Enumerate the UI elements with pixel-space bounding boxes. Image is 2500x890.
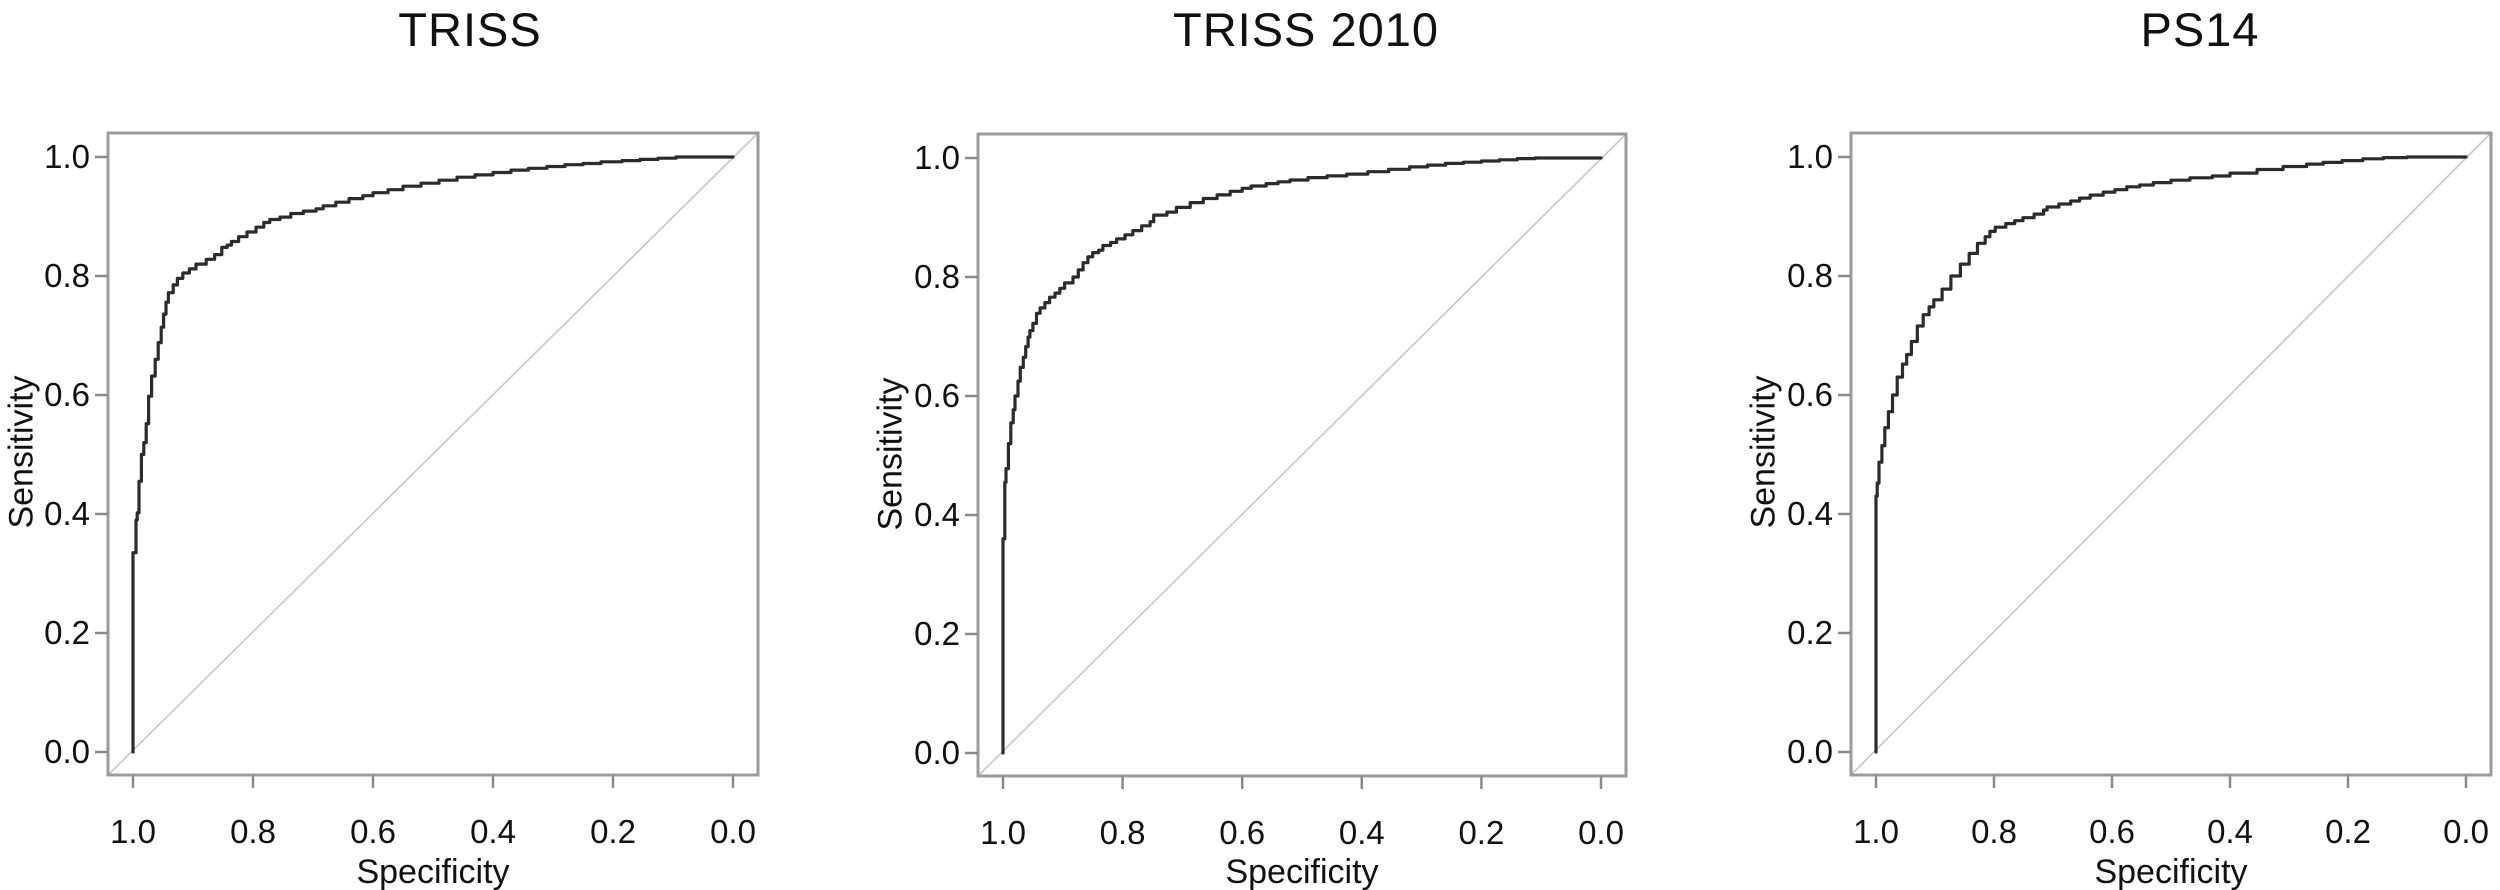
x-tick-label: 0.2: [2325, 813, 2371, 850]
x-tick-label: 0.2: [1458, 814, 1504, 851]
y-axis-title: Sensitivity: [2, 375, 41, 529]
x-tick-label: 1.0: [110, 813, 156, 850]
chance-diagonal-line: [1850, 132, 2492, 776]
plot-frame: [1849, 131, 2493, 777]
y-tick-label: 0.0: [1787, 733, 1833, 770]
roc-curve: [131, 155, 735, 754]
x-tick-label: 0.0: [1578, 814, 1624, 851]
y-tick-label: 0.4: [914, 496, 960, 533]
plot-frame: [976, 132, 1628, 778]
x-tick-label: 0.6: [2089, 813, 2135, 850]
y-axis-title: Sensitivity: [1744, 375, 1783, 529]
roc-curve: [1001, 156, 1603, 755]
panel-title-ps14: PS14: [2140, 3, 2260, 56]
x-tick-label: 0.0: [2443, 813, 2489, 850]
y-tick-label: 0.2: [44, 614, 90, 651]
x-tick-label: 0.8: [1971, 813, 2017, 850]
x-tick-label: 0.4: [470, 813, 516, 850]
plot-frame: [106, 131, 760, 777]
x-tick-label: 0.8: [230, 813, 276, 850]
x-tick-label: 0.6: [350, 813, 396, 850]
x-tick-label: 0.4: [1339, 814, 1385, 851]
y-tick-label: 1.0: [44, 138, 90, 175]
y-tick-label: 0.2: [1787, 614, 1833, 651]
y-tick-label: 1.0: [1787, 138, 1833, 175]
y-tick-label: 0.0: [44, 733, 90, 770]
panel-title-triss2010: TRISS 2010: [1172, 3, 1440, 56]
roc-curve: [1874, 155, 2468, 754]
x-axis-title: Specificity: [2094, 853, 2248, 890]
chance-diagonal-line: [107, 132, 759, 776]
x-tick-label: 0.8: [1100, 814, 1146, 851]
y-tick-label: 0.2: [914, 615, 960, 652]
y-tick-label: 0.8: [914, 258, 960, 295]
x-tick-label: 0.6: [1219, 814, 1265, 851]
y-tick-label: 0.6: [914, 377, 960, 414]
y-tick-label: 0.6: [44, 376, 90, 413]
x-tick-label: 0.0: [710, 813, 756, 850]
x-tick-label: 1.0: [980, 814, 1026, 851]
y-axis-title: Sensitivity: [871, 377, 910, 531]
y-tick-label: 0.4: [1787, 495, 1833, 532]
x-tick-label: 0.2: [590, 813, 636, 850]
y-tick-label: 0.6: [1787, 376, 1833, 413]
y-tick-label: 0.8: [44, 257, 90, 294]
y-tick-label: 0.4: [44, 495, 90, 532]
panel-title-triss: TRISS: [398, 3, 542, 56]
y-tick-label: 1.0: [914, 139, 960, 176]
x-axis-title: Specificity: [1225, 853, 1379, 890]
x-tick-label: 0.4: [2207, 813, 2253, 850]
y-tick-label: 0.0: [914, 734, 960, 771]
x-tick-label: 1.0: [1853, 813, 1899, 850]
y-tick-label: 0.8: [1787, 257, 1833, 294]
chance-diagonal-line: [977, 133, 1627, 777]
x-axis-title: Specificity: [356, 853, 510, 890]
